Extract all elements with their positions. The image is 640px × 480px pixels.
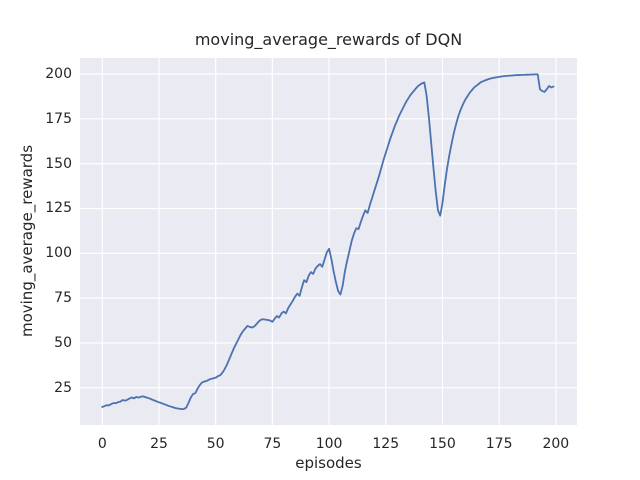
series-line <box>101 73 555 411</box>
y-tick-label: 175 <box>45 110 72 127</box>
y-tick-label: 150 <box>45 155 72 172</box>
y-tick-label: 75 <box>54 290 72 307</box>
x-tick-label: 50 <box>206 436 225 452</box>
x-tick-label: 75 <box>263 436 282 452</box>
y-tick-label: 100 <box>45 245 72 262</box>
y-tick-label: 125 <box>45 200 72 217</box>
x-axis-label: episodes <box>295 454 362 472</box>
y-tick-label: 25 <box>54 379 72 396</box>
x-tick-label: 175 <box>485 436 513 452</box>
x-tick-label: 0 <box>97 436 107 452</box>
chart-title: moving_average_rewards of DQN <box>194 30 463 49</box>
y-tick-label: 200 <box>45 65 72 82</box>
x-tick-label: 25 <box>150 436 168 452</box>
y-tick-label: 50 <box>54 334 72 351</box>
y-axis-label: moving_average_rewards <box>18 144 36 338</box>
x-tick-label: 100 <box>315 436 343 452</box>
x-tick-label: 200 <box>542 436 570 452</box>
x-tick-label: 150 <box>429 436 456 452</box>
x-tick-label: 125 <box>372 436 400 452</box>
